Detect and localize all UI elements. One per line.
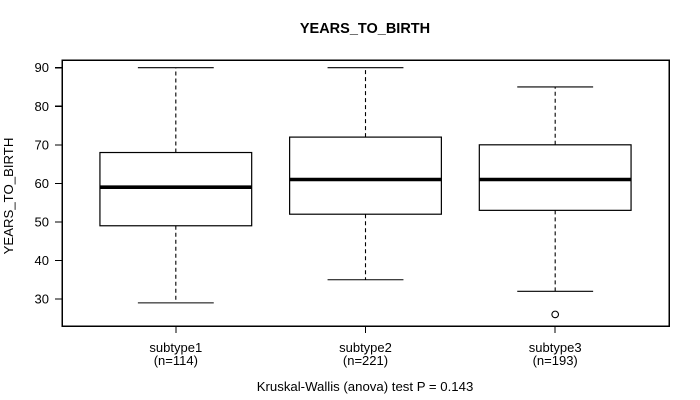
stat-annotation: Kruskal-Wallis (anova) test P = 0.143 [257,379,474,394]
iqr-box [478,144,632,211]
y-tick-label: 50 [35,214,49,229]
iqr-box [289,136,442,215]
boxplot-group: subtype2(n=221) [289,67,442,368]
outlier-point [551,310,560,319]
y-axis-title: YEARS_TO_BIRTH [1,138,16,255]
group-n-label: (n=114) [154,353,198,368]
group-n-label: (n=193) [533,353,578,368]
boxplot-group: subtype1(n=114) [99,67,253,368]
iqr-box [99,151,253,227]
group-label: subtype2 [339,340,392,355]
chart-title: YEARS_TO_BIRTH [300,21,430,37]
y-tick-label: 60 [35,176,49,191]
y-tick-label: 90 [35,60,49,75]
group-n-label: (n=221) [343,353,388,368]
y-tick-label: 70 [35,137,49,152]
y-tick-label: 30 [35,292,49,307]
boxplot-group: subtype3(n=193) [478,86,632,368]
plot-marks-layer: 30405060708090subtype1(n=114)subtype2(n=… [35,59,670,368]
group-label: subtype3 [529,340,582,355]
group-label: subtype1 [149,340,202,355]
y-tick-label: 80 [35,99,49,114]
y-tick-label: 40 [35,253,49,268]
